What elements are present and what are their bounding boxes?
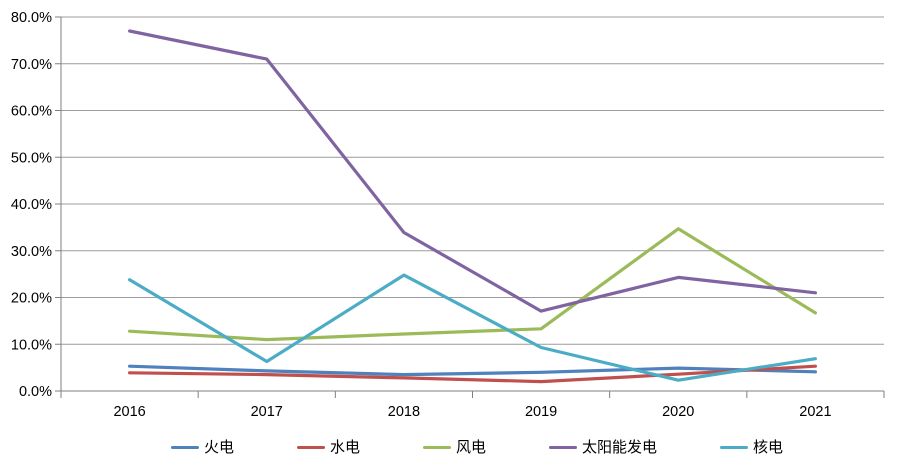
legend-line-swatch-icon	[720, 446, 749, 449]
legend-item-4: 太阳能发电	[549, 440, 657, 455]
x-axis-label: 2016	[113, 404, 145, 420]
legend-item-5: 核电	[720, 440, 783, 455]
legend-item-2: 水电	[296, 439, 360, 456]
y-axis-label: 70.0%	[11, 57, 52, 73]
chart-legend: 火电 水电 风电 太阳能发电 核电	[0, 440, 908, 455]
x-axis-label: 2020	[662, 404, 694, 420]
x-axis-label: 2018	[388, 404, 420, 420]
y-axis-label: 10.0%	[11, 337, 52, 353]
series-line-2	[128, 364, 818, 384]
x-axis-label: 2019	[525, 404, 557, 420]
series-line-4	[128, 29, 818, 313]
series-line-5	[128, 273, 818, 382]
legend-line-swatch-icon	[170, 446, 199, 449]
y-axis-label: 20.0%	[11, 291, 52, 307]
legend-line-swatch-icon	[296, 446, 325, 449]
legend-label: 水电	[329, 439, 360, 456]
legend-label: 太阳能发电	[582, 439, 658, 456]
y-axis-label: 60.0%	[11, 104, 52, 120]
legend-line-swatch-icon	[549, 446, 577, 449]
legend-item-3: 风电	[422, 439, 486, 456]
y-axis-label: 40.0%	[11, 197, 52, 213]
legend-item-1: 火电	[170, 439, 234, 456]
x-axis-label: 2021	[799, 404, 831, 420]
y-axis-label: 0.0%	[19, 384, 52, 400]
x-axis-label: 2017	[251, 404, 283, 420]
legend-label: 风电	[455, 439, 486, 456]
legend-line-swatch-icon	[422, 446, 451, 449]
y-axis-label: 80.0%	[11, 10, 52, 26]
legend-label: 核电	[753, 439, 784, 456]
series-line-3	[128, 227, 818, 342]
legend-label: 火电	[203, 439, 234, 456]
series-line-1	[128, 364, 818, 377]
y-axis-label: 30.0%	[11, 244, 52, 260]
y-axis-label: 50.0%	[11, 150, 52, 166]
